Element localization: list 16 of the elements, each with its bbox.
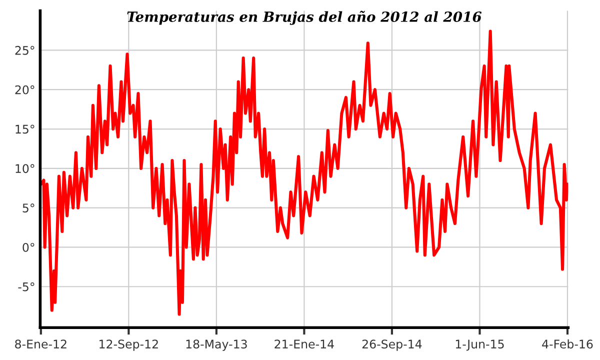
y-tick-label: 10° [16,164,34,174]
chart-title: Temperaturas en Brujas del año 2012 al 2016 [127,10,482,25]
x-tick-label: 12-Sep-12 [100,340,158,351]
y-tick-label: -5° [18,282,34,292]
y-tick-label: 25° [15,46,34,55]
x-tick-label: 18-May-13 [186,340,247,351]
x-tick-label: 26-Sep-14 [362,340,422,351]
y-tick-label: 0° [22,242,34,252]
x-tick-label: 1-Jun-15 [456,340,504,351]
y-tick-label: 5° [22,204,34,212]
x-tick-label: 21-Ene-14 [274,340,334,349]
x-tick-label: 4-Feb-16 [542,339,593,349]
line-series [40,30,568,316]
y-tick-label: 15° [16,124,34,134]
y-tick-label: 20° [15,85,34,94]
x-tick-label: 8-Ene-12 [15,340,66,349]
